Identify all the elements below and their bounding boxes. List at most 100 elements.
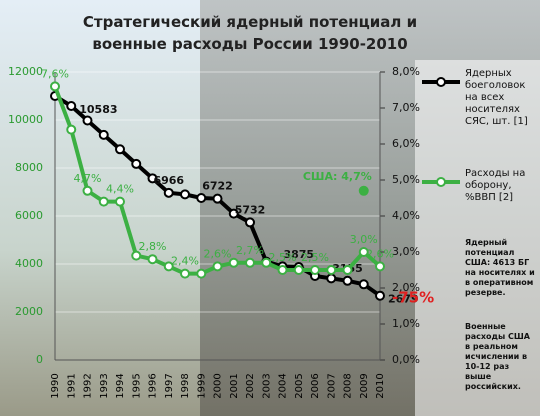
- point: [375, 261, 385, 272]
- x-tick-label: 2006: [310, 373, 321, 398]
- point: [375, 290, 385, 301]
- annotation: -75%: [392, 289, 434, 307]
- legend-label: Ядерных боеголовок на всех носителях СЯС…: [465, 68, 528, 127]
- x-tick-label: 1991: [66, 373, 77, 398]
- point: [82, 115, 93, 126]
- point: [66, 124, 77, 135]
- x-tick-label: 2004: [278, 373, 289, 398]
- point: [196, 268, 207, 279]
- data-label: 2,6%: [204, 247, 232, 260]
- y-tick-label: 6000: [15, 209, 43, 222]
- x-tick-label: 2001: [229, 373, 240, 398]
- point: [50, 81, 60, 92]
- note: Ядерный потенциал США: 4613 БГ на носите…: [465, 238, 535, 297]
- x-tick-label: 1995: [131, 373, 142, 398]
- point: [326, 273, 337, 284]
- x-tick-label: 1996: [148, 373, 159, 398]
- point: [358, 247, 369, 257]
- x-tick-label: 2000: [213, 373, 224, 398]
- data-label: 7,6%: [41, 67, 69, 80]
- point: [147, 173, 158, 184]
- point: [98, 129, 109, 140]
- x-tick-label: 2010: [375, 373, 386, 398]
- point: [326, 265, 337, 275]
- y2-tick-label: 8,0%: [392, 65, 420, 78]
- point: [261, 257, 272, 268]
- legend-panel: [415, 60, 540, 416]
- data-label: 2,4%: [171, 255, 199, 268]
- point: [212, 193, 223, 204]
- point: [310, 265, 320, 275]
- y2-tick-label: 5,0%: [392, 173, 420, 186]
- x-tick-label: 2002: [245, 373, 256, 398]
- data-label: 6966: [153, 174, 184, 187]
- legend-label: Расходы на оборону, %ВВП [2]: [465, 168, 526, 203]
- data-label: 4,4%: [106, 183, 134, 196]
- data-label: 6722: [202, 180, 233, 193]
- point: [180, 189, 190, 200]
- point: [147, 254, 158, 265]
- data-label: 4,7%: [74, 172, 102, 185]
- point: [131, 250, 142, 261]
- x-tick-label: 1998: [180, 373, 191, 398]
- data-label: 10583: [79, 103, 117, 116]
- note: Военные расходы США в реальном исчислени…: [465, 322, 530, 391]
- y2-tick-label: 2,0%: [392, 281, 420, 294]
- point: [98, 196, 109, 207]
- data-label: 2,8%: [139, 240, 167, 253]
- legend-marker: [436, 177, 446, 187]
- y2-tick-label: 0,0%: [392, 353, 420, 366]
- point: [82, 185, 93, 196]
- data-label: 2679: [388, 293, 419, 306]
- data-label: 3,0%: [350, 233, 378, 246]
- point: [293, 265, 304, 275]
- point: [212, 261, 223, 272]
- data-label: 2,7%: [236, 244, 264, 257]
- x-tick-label: 2007: [326, 373, 337, 398]
- x-tick-label: 2003: [261, 373, 272, 398]
- point: [245, 257, 255, 268]
- point: [196, 193, 207, 203]
- point: [342, 275, 353, 286]
- x-tick-label: 1999: [196, 373, 207, 398]
- y-tick-label: 4000: [15, 257, 43, 270]
- x-tick-label: 2009: [359, 373, 370, 398]
- x-tick-label: 1992: [83, 373, 94, 398]
- point: [115, 144, 125, 155]
- y-tick-label: 0: [36, 353, 43, 366]
- data-label: 2,5%: [301, 251, 329, 264]
- x-tick-label: 1994: [115, 373, 126, 398]
- x-tick-label: 1990: [50, 373, 61, 398]
- annotation-point: [358, 185, 369, 196]
- point: [180, 268, 190, 279]
- point: [245, 217, 255, 228]
- y-tick-label: 12000: [8, 65, 43, 78]
- y-tick-label: 8000: [15, 161, 43, 174]
- x-tick-label: 2005: [294, 373, 305, 398]
- y2-tick-label: 4,0%: [392, 209, 420, 222]
- point: [358, 279, 369, 290]
- point: [163, 187, 174, 198]
- x-tick-label: 1997: [164, 373, 175, 398]
- data-label: 3875: [283, 248, 314, 261]
- legend-marker: [436, 77, 446, 87]
- annotation: США: 4,7%: [303, 170, 372, 183]
- y2-tick-label: 6,0%: [392, 137, 420, 150]
- y2-tick-label: 3,0%: [392, 245, 420, 258]
- y2-tick-label: 1,0%: [392, 317, 420, 330]
- point: [115, 196, 125, 207]
- y2-tick-label: 7,0%: [392, 101, 420, 114]
- point: [131, 158, 142, 169]
- point: [342, 265, 353, 275]
- x-tick-label: 1993: [99, 373, 110, 398]
- y-tick-label: 10000: [8, 113, 43, 126]
- point: [228, 257, 239, 268]
- point: [228, 208, 239, 219]
- point: [277, 265, 288, 275]
- data-label: 2,5%: [269, 251, 297, 264]
- x-tick-label: 2008: [343, 373, 354, 398]
- y-tick-label: 2000: [15, 305, 43, 318]
- point: [66, 101, 77, 112]
